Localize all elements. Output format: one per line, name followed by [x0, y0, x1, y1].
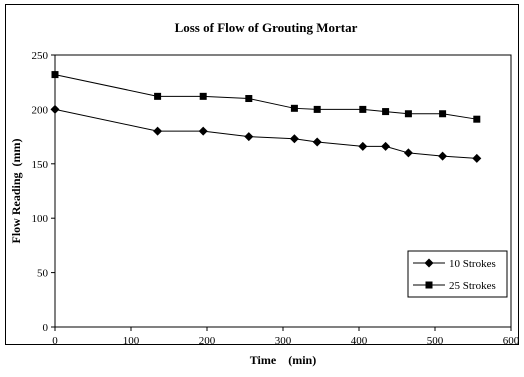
- data-point: [382, 108, 390, 116]
- data-point: [245, 95, 253, 103]
- legend: 10 Strokes 25 Strokes: [407, 250, 508, 298]
- y-tick-label: 250: [32, 50, 49, 62]
- data-point: [313, 105, 321, 113]
- x-tick-label: 600: [503, 335, 520, 347]
- data-point: [439, 110, 447, 118]
- x-tick-label: 0: [52, 335, 58, 347]
- data-point: [51, 71, 59, 79]
- x-tick-label: 200: [199, 335, 216, 347]
- data-point: [50, 104, 60, 114]
- data-point: [198, 126, 208, 136]
- data-point: [404, 110, 412, 118]
- data-point: [154, 92, 162, 100]
- data-point: [438, 151, 448, 161]
- series-25-strokes: [51, 71, 481, 123]
- data-point: [358, 141, 368, 151]
- data-point: [289, 134, 299, 144]
- legend-box: [407, 250, 508, 298]
- y-tick-label: 200: [32, 104, 49, 116]
- data-point: [473, 115, 481, 123]
- data-point: [290, 104, 298, 112]
- legend-label: 25 Strokes: [449, 280, 496, 292]
- data-point: [472, 153, 482, 163]
- series-10-strokes: [50, 104, 482, 163]
- data-point: [244, 132, 254, 142]
- data-point: [199, 92, 207, 100]
- y-axis-title: Flow Reading (mm): [9, 139, 23, 244]
- x-tick-label: 300: [275, 335, 292, 347]
- chart-title: Loss of Flow of Grouting Mortar: [175, 20, 358, 35]
- data-point: [403, 148, 413, 158]
- data-point: [312, 137, 322, 147]
- y-tick-label: 100: [32, 213, 49, 225]
- data-point: [153, 126, 163, 136]
- y-tick-label: 150: [32, 159, 49, 171]
- x-tick-label: 100: [123, 335, 140, 347]
- axis-ticks: 0 50 100 150 200 250 0 100 200 300 400 500 600: [32, 50, 520, 347]
- legend-marker: [424, 258, 434, 268]
- x-axis-title: Time (min): [250, 353, 316, 367]
- series-group: [50, 71, 482, 163]
- y-tick-label: 50: [37, 268, 49, 280]
- legend-item: 25 Strokes: [413, 280, 496, 292]
- data-point: [381, 141, 391, 151]
- y-tick-label: 0: [43, 322, 49, 334]
- legend-marker: [425, 281, 433, 289]
- data-point: [359, 105, 367, 113]
- legend-label: 10 Strokes: [449, 258, 496, 270]
- x-tick-label: 400: [351, 335, 368, 347]
- legend-item: 10 Strokes: [413, 258, 496, 270]
- x-tick-label: 500: [427, 335, 444, 347]
